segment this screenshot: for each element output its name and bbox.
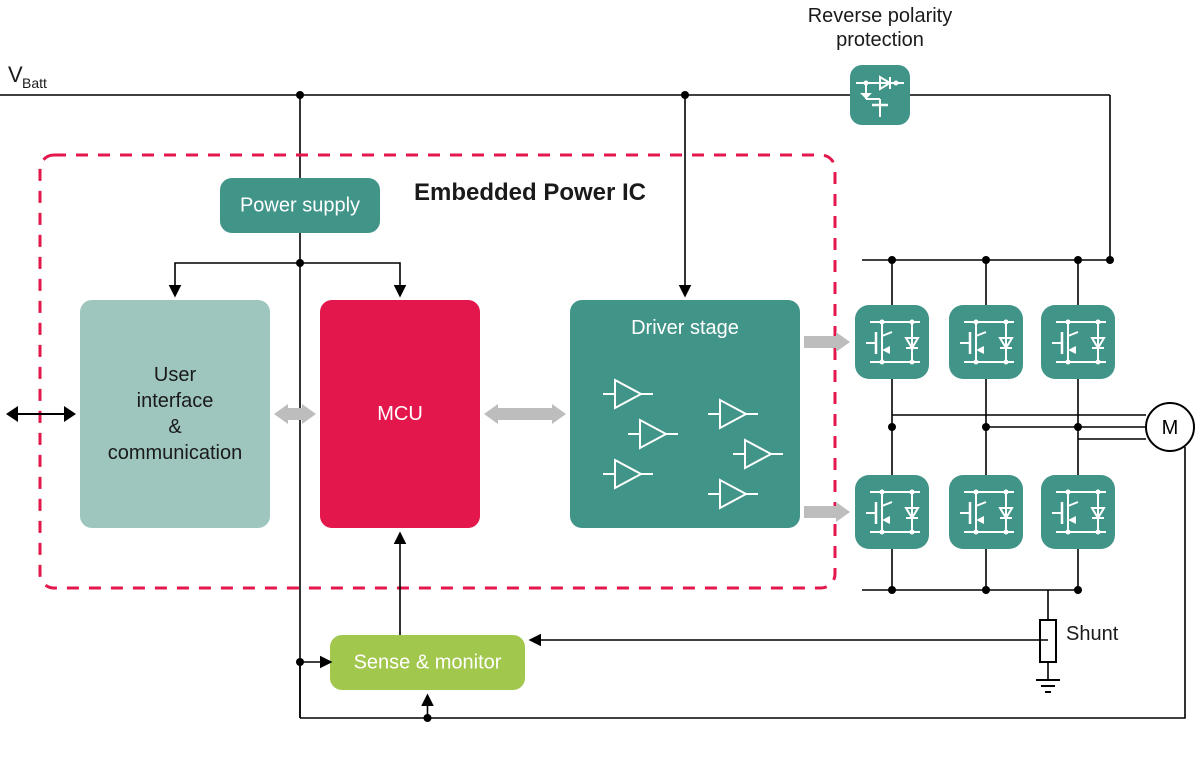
svg-text:communication: communication bbox=[108, 442, 243, 464]
svg-text:Power supply: Power supply bbox=[240, 195, 360, 217]
svg-text:V: V bbox=[8, 62, 23, 87]
ic-title: Embedded Power IC bbox=[414, 179, 646, 206]
svg-text:interface: interface bbox=[137, 390, 214, 412]
bidirectional-arrow bbox=[274, 404, 316, 424]
svg-text:&: & bbox=[168, 416, 182, 438]
svg-text:Batt: Batt bbox=[22, 75, 47, 91]
svg-text:protection: protection bbox=[836, 29, 924, 51]
svg-text:MCU: MCU bbox=[377, 403, 423, 425]
driver-output-arrow bbox=[804, 332, 850, 352]
shunt-resistor bbox=[1040, 620, 1056, 662]
svg-text:Sense & monitor: Sense & monitor bbox=[354, 652, 502, 674]
ui-communication-block bbox=[80, 300, 270, 528]
svg-text:M: M bbox=[1162, 417, 1179, 439]
svg-text:Shunt: Shunt bbox=[1066, 623, 1119, 645]
driver-output-arrow bbox=[804, 502, 850, 522]
svg-text:Driver stage: Driver stage bbox=[631, 317, 739, 339]
rpp-label: Reverse polarity bbox=[808, 5, 953, 27]
bidirectional-arrow bbox=[484, 404, 566, 424]
vbatt-label: VBatt bbox=[8, 62, 47, 91]
svg-text:User: User bbox=[154, 364, 197, 386]
